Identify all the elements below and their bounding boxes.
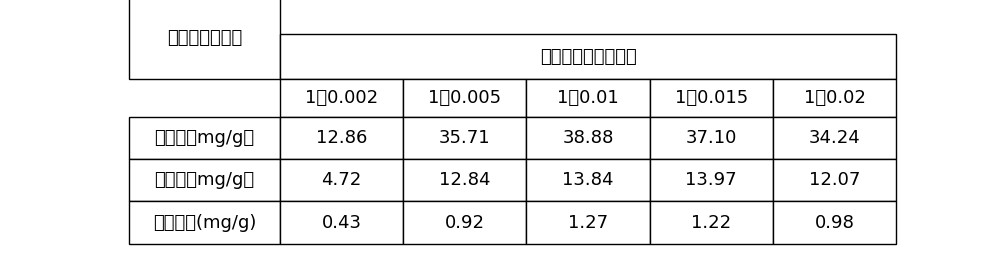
Text: 1：0.02: 1：0.02 <box>804 89 865 107</box>
Text: 1：0.002: 1：0.002 <box>305 89 378 107</box>
Text: 药材质量：酶的质量: 药材质量：酶的质量 <box>540 48 636 66</box>
Text: 12.84: 12.84 <box>439 171 491 189</box>
Bar <box>403 201 526 244</box>
Bar <box>650 201 773 244</box>
Text: 13.84: 13.84 <box>562 171 614 189</box>
Bar <box>403 79 526 117</box>
Bar <box>129 159 280 201</box>
Bar <box>129 201 280 244</box>
Bar <box>773 159 896 201</box>
Text: 35.71: 35.71 <box>439 129 491 147</box>
Bar <box>650 117 773 159</box>
Text: 莫诺苷（mg/g）: 莫诺苷（mg/g） <box>154 129 254 147</box>
Text: 化有效成分含量: 化有效成分含量 <box>167 29 242 47</box>
Text: 1.22: 1.22 <box>691 214 731 232</box>
Bar <box>403 117 526 159</box>
Text: 1：0.01: 1：0.01 <box>557 89 619 107</box>
Text: 1.27: 1.27 <box>568 214 608 232</box>
Text: 12.07: 12.07 <box>809 171 860 189</box>
Bar <box>526 159 650 201</box>
Bar <box>773 79 896 117</box>
Bar <box>129 117 280 159</box>
Bar <box>280 117 403 159</box>
Bar <box>650 159 773 201</box>
Bar <box>526 79 650 117</box>
Text: 1：0.005: 1：0.005 <box>428 89 501 107</box>
Bar <box>280 34 896 79</box>
Text: 獐牙菜苷(mg/g): 獐牙菜苷(mg/g) <box>153 214 256 232</box>
Bar <box>773 117 896 159</box>
Bar <box>403 159 526 201</box>
Text: 13.97: 13.97 <box>685 171 737 189</box>
Text: 4.72: 4.72 <box>321 171 362 189</box>
Text: 0.98: 0.98 <box>815 214 854 232</box>
Text: 0.43: 0.43 <box>322 214 362 232</box>
Bar <box>650 79 773 117</box>
Bar <box>280 159 403 201</box>
Text: 38.88: 38.88 <box>562 129 614 147</box>
Bar <box>526 117 650 159</box>
Bar <box>526 201 650 244</box>
Bar <box>129 0 280 79</box>
Bar <box>773 201 896 244</box>
Bar <box>280 79 403 117</box>
Text: 12.86: 12.86 <box>316 129 367 147</box>
Bar <box>280 201 403 244</box>
Text: 34.24: 34.24 <box>809 129 860 147</box>
Text: 马钱苷（mg/g）: 马钱苷（mg/g） <box>154 171 254 189</box>
Text: 37.10: 37.10 <box>686 129 737 147</box>
Text: 0.92: 0.92 <box>445 214 485 232</box>
Text: 1：0.015: 1：0.015 <box>675 89 748 107</box>
